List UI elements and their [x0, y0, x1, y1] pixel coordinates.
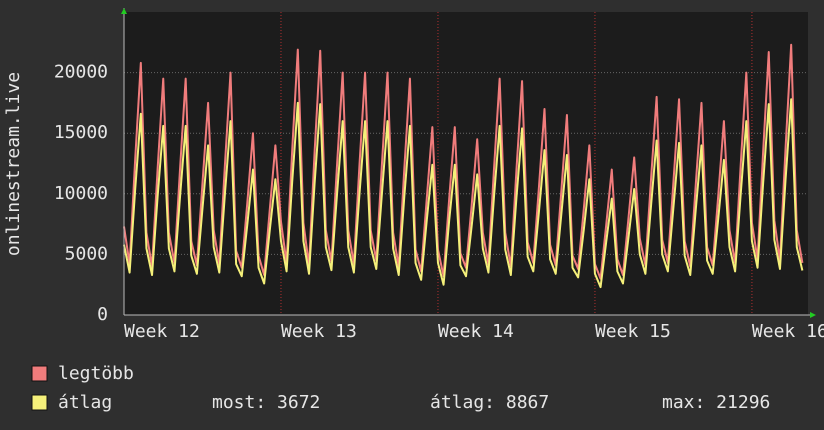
tick-labels: 0 5000 10000 15000 20000 Week 12 Week 13 Week 1… — [54, 62, 824, 342]
series-line — [123, 98, 804, 289]
y-tick-label: 20000 — [54, 62, 108, 83]
legend-stat: most: 3672 — [212, 392, 320, 413]
x-arrow — [810, 312, 816, 318]
x-tick-label: Week 16 — [752, 321, 824, 342]
legend-stat: max: 21296 — [662, 392, 770, 413]
y-tick-label: 10000 — [54, 183, 108, 204]
y-arrow — [121, 8, 127, 14]
x-tick-label: Week 15 — [595, 321, 671, 342]
y-tick-label: 0 — [97, 304, 108, 325]
legend-swatch — [31, 365, 48, 382]
legend-stat: átlag: 8867 — [430, 392, 549, 413]
x-tick-label: Week 13 — [281, 321, 357, 342]
x-tick-label: Week 12 — [124, 321, 200, 342]
y-axis-label: onlinestream.live — [3, 72, 24, 256]
series-line — [123, 43, 804, 280]
lines — [123, 43, 804, 289]
legend: legtöbb átlag most: 3672 átlag: 8867 max: 21… — [31, 363, 770, 413]
legend-label: átlag — [58, 392, 112, 413]
legend-label: legtöbb — [58, 363, 134, 384]
y-tick-label: 15000 — [54, 122, 108, 143]
legend-swatch — [31, 394, 48, 411]
x-tick-label: Week 14 — [438, 321, 514, 342]
axes — [121, 8, 816, 318]
y-tick-label: 5000 — [65, 243, 108, 264]
